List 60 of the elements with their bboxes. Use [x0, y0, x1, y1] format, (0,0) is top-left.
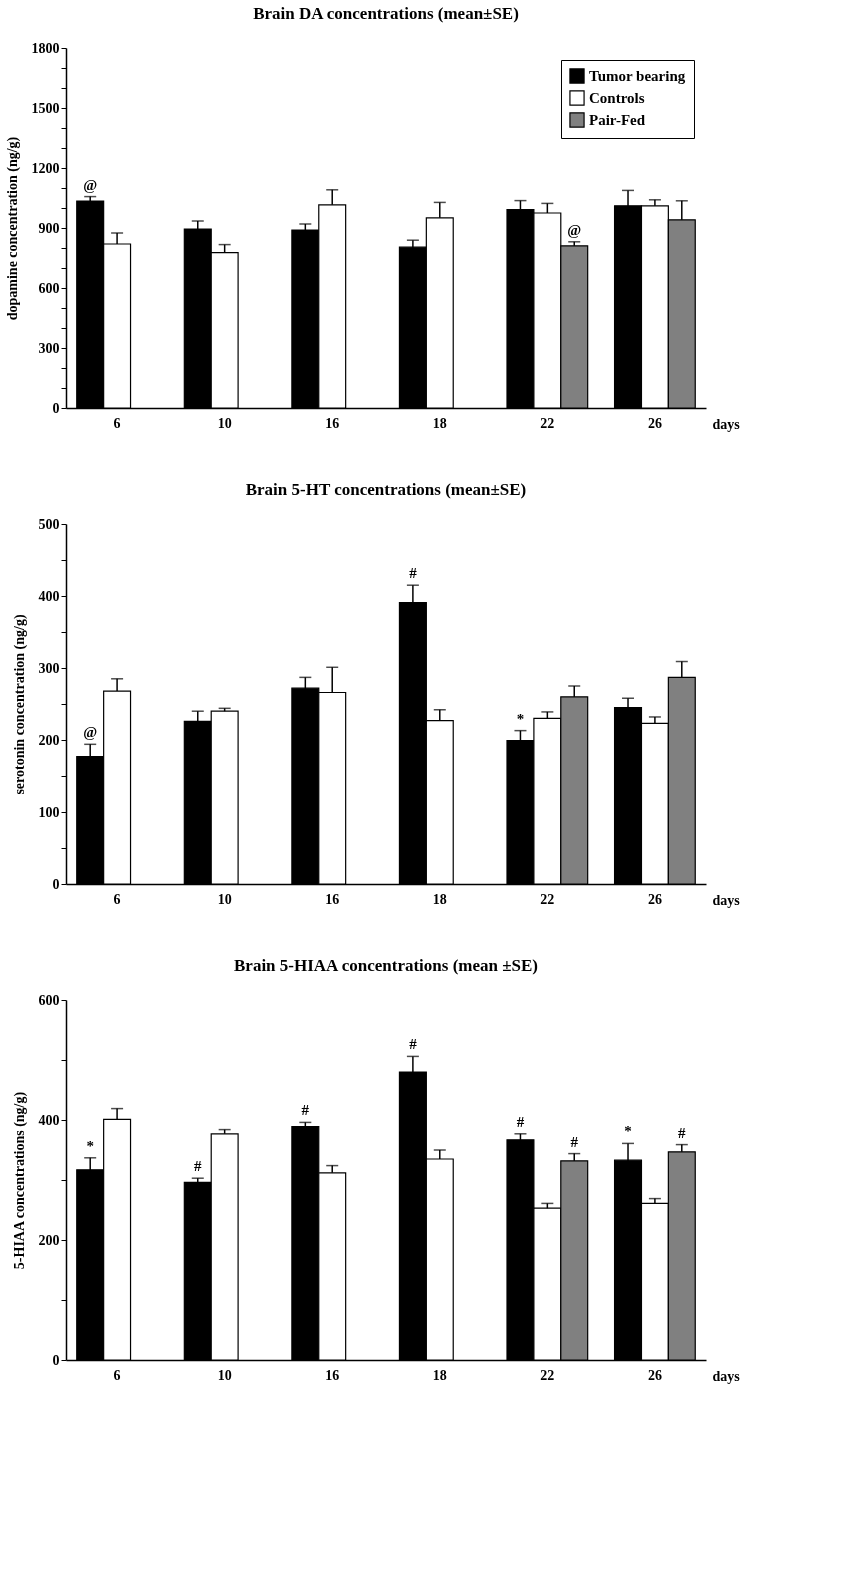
x-tick-label: 18 [432, 891, 447, 907]
data-label: # [570, 1133, 579, 1150]
x-tick-label: 22 [540, 415, 555, 431]
legend-label: Tumor bearing [589, 68, 686, 84]
x-tick-label: 26 [647, 1367, 662, 1383]
chart-title: Brain 5-HT concentrations (mean±SE) [245, 480, 527, 499]
x-tick-label: 6 [113, 415, 121, 431]
y-tick-label: 600 [38, 280, 60, 296]
y-tick-label: 1500 [31, 100, 60, 116]
data-label: @ [567, 221, 582, 238]
y-axis-title: 5-HIAA concentrations (ng/g) [11, 1091, 28, 1270]
data-label: # [301, 1102, 310, 1119]
x-tick-label: 10 [217, 891, 232, 907]
y-tick-label: 400 [38, 1112, 60, 1128]
x-axis-title: days [712, 892, 741, 908]
chart-title: Brain DA concentrations (mean±SE) [253, 4, 519, 23]
data-label: @ [83, 176, 98, 193]
x-tick-label: 10 [217, 1367, 232, 1383]
y-tick-label: 300 [38, 660, 60, 676]
y-tick-label: 0 [52, 876, 60, 892]
y-tick-label: 200 [38, 1232, 60, 1248]
y-tick-label: 200 [38, 732, 60, 748]
x-axis-title: days [712, 1368, 741, 1384]
x-tick-label: 18 [432, 415, 447, 431]
x-tick-label: 16 [325, 1367, 340, 1383]
x-tick-label: 22 [540, 891, 555, 907]
data-label: # [409, 565, 418, 582]
x-tick-label: 16 [325, 415, 340, 431]
x-tick-label: 18 [432, 1367, 447, 1383]
data-label: * [516, 710, 525, 727]
y-axis-title: serotonin concentration (ng/g) [11, 614, 28, 795]
x-tick-label: 22 [540, 1367, 555, 1383]
data-label: * [624, 1123, 632, 1140]
data-label: # [194, 1158, 203, 1175]
y-tick-label: 1200 [31, 160, 60, 176]
data-label: # [678, 1124, 687, 1141]
x-tick-label: 10 [217, 415, 232, 431]
y-tick-label: 600 [38, 992, 60, 1008]
y-tick-label: 900 [38, 220, 60, 236]
data-label: # [409, 1036, 418, 1053]
data-label: # [516, 1113, 525, 1130]
y-tick-label: 100 [38, 804, 60, 820]
x-tick-label: 6 [113, 891, 121, 907]
data-label: @ [83, 724, 98, 741]
x-axis-title: days [712, 416, 741, 432]
x-tick-label: 26 [647, 415, 662, 431]
y-tick-label: 0 [52, 1352, 60, 1368]
x-tick-label: 6 [113, 1367, 121, 1383]
y-axis-title: dopamine concentration (ng/g) [4, 136, 21, 321]
x-tick-label: 26 [647, 891, 662, 907]
y-tick-label: 0 [52, 400, 60, 416]
legend-label: Controls [589, 90, 645, 106]
y-tick-label: 400 [38, 588, 60, 604]
y-tick-label: 1800 [31, 40, 60, 56]
y-tick-label: 500 [38, 516, 60, 532]
x-tick-label: 16 [325, 891, 340, 907]
y-tick-label: 300 [38, 340, 60, 356]
chart-title: Brain 5-HIAA concentrations (mean ±SE) [234, 956, 538, 975]
data-label: * [86, 1137, 94, 1154]
legend-label: Pair-Fed [589, 112, 646, 128]
